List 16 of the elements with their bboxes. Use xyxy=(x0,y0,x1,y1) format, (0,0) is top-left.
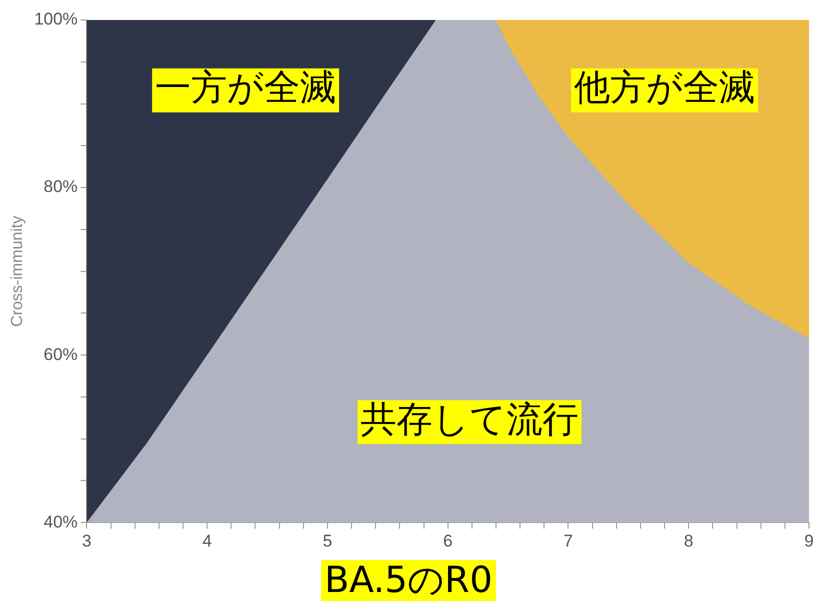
y-tick-label: 60% xyxy=(44,344,78,364)
y-tick-label: 40% xyxy=(44,512,78,532)
y-axis-title: Cross-immunity xyxy=(9,216,26,327)
x-tick-label: 9 xyxy=(804,531,814,550)
x-tick-label: 6 xyxy=(443,531,453,550)
x-tick-label: 5 xyxy=(322,531,332,550)
annotation: 一方が全滅 xyxy=(155,68,336,109)
x-tick-label: 8 xyxy=(684,531,694,550)
annotation: 他方が全滅 xyxy=(574,68,756,109)
x-tick-label: 7 xyxy=(563,531,573,550)
annotation: 共存して流行 xyxy=(360,399,579,440)
x-tick-label: 4 xyxy=(202,531,212,550)
x-axis-title: BA.5のR0 xyxy=(320,560,496,601)
y-tick-label: 100% xyxy=(34,10,78,29)
x-tick-label: 3 xyxy=(82,531,92,550)
y-tick-label: 80% xyxy=(44,177,78,196)
